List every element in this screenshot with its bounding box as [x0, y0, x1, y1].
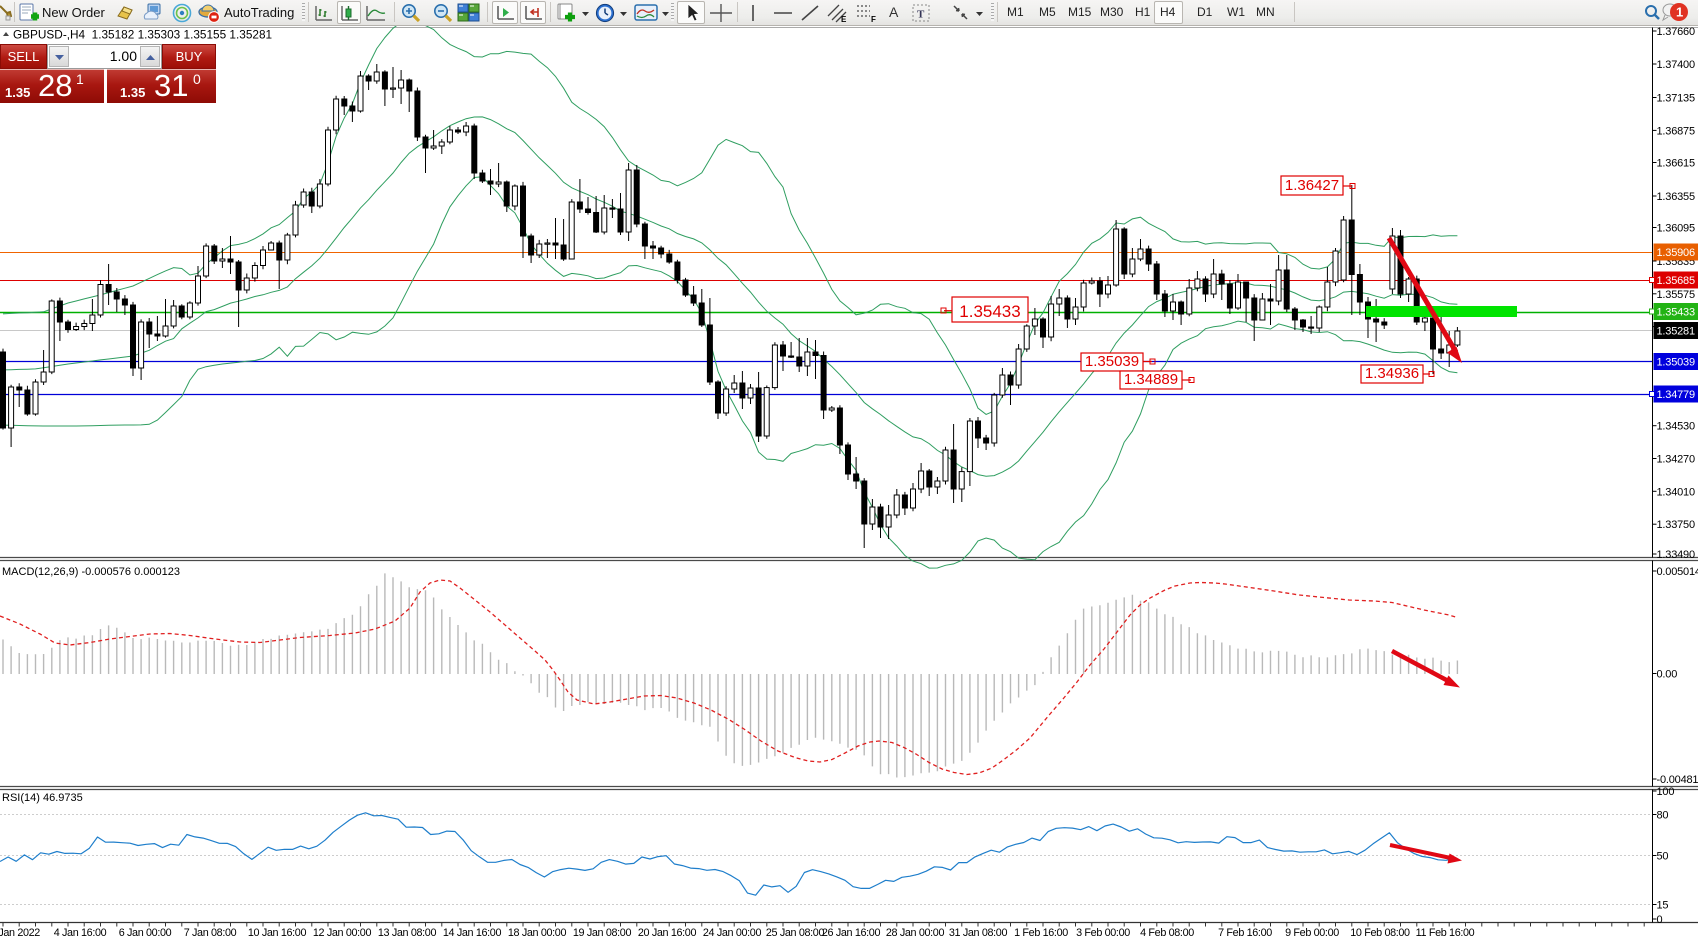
svg-text:1.36095: 1.36095 [1657, 223, 1695, 235]
svg-text:26 Jan 16:00: 26 Jan 16:00 [822, 927, 881, 939]
svg-text:28 Jan 00:00: 28 Jan 00:00 [886, 927, 945, 939]
svg-text:6 Jan 00:00: 6 Jan 00:00 [119, 927, 172, 939]
svg-text:12 Jan 00:00: 12 Jan 00:00 [313, 927, 372, 939]
svg-text:4 Jan 16:00: 4 Jan 16:00 [54, 927, 107, 939]
svg-text:1.34270: 1.34270 [1657, 454, 1695, 466]
svg-text:1.35281: 1.35281 [1657, 326, 1695, 338]
svg-text:1.37660: 1.37660 [1657, 26, 1695, 38]
svg-text:1: 1 [1676, 5, 1683, 20]
svg-text:1.34936: 1.34936 [1365, 365, 1419, 382]
svg-text:1.35433: 1.35433 [1657, 307, 1695, 319]
svg-text:10 Jan 16:00: 10 Jan 16:00 [248, 927, 307, 939]
svg-text:20 Jan 16:00: 20 Jan 16:00 [638, 927, 697, 939]
svg-text:7 Feb 16:00: 7 Feb 16:00 [1218, 927, 1272, 939]
svg-text:9 Feb 00:00: 9 Feb 00:00 [1285, 927, 1339, 939]
svg-text:24 Jan 00:00: 24 Jan 00:00 [703, 927, 762, 939]
svg-text:1.35575: 1.35575 [1657, 289, 1695, 301]
svg-text:19 Jan 08:00: 19 Jan 08:00 [573, 927, 632, 939]
svg-text:1.34779: 1.34779 [1657, 389, 1695, 401]
svg-text:1.35906: 1.35906 [1657, 247, 1695, 259]
svg-text:1.36615: 1.36615 [1657, 158, 1695, 170]
svg-text:80: 80 [1657, 810, 1669, 822]
svg-text:1.36427: 1.36427 [1285, 177, 1339, 194]
svg-text:MACD(12,26,9) -0.000576 0.0001: MACD(12,26,9) -0.000576 0.000123 [2, 566, 180, 578]
svg-text:11 Feb 16:00: 11 Feb 16:00 [1416, 927, 1475, 939]
svg-text:1.37400: 1.37400 [1657, 59, 1695, 71]
svg-text:31 Jan 08:00: 31 Jan 08:00 [949, 927, 1008, 939]
svg-text:10 Feb 08:00: 10 Feb 08:00 [1350, 927, 1410, 939]
svg-text:RSI(14) 46.9735: RSI(14) 46.9735 [2, 792, 83, 804]
svg-text:1.33750: 1.33750 [1657, 519, 1695, 531]
svg-text:0.005014: 0.005014 [1657, 566, 1698, 578]
svg-text:18 Jan 00:00: 18 Jan 00:00 [508, 927, 567, 939]
svg-text:1 Feb 16:00: 1 Feb 16:00 [1014, 927, 1068, 939]
svg-text:25 Jan 08:00: 25 Jan 08:00 [766, 927, 825, 939]
svg-text:1.35433: 1.35433 [959, 302, 1020, 321]
svg-text:1.33490: 1.33490 [1657, 549, 1695, 561]
svg-text:50: 50 [1657, 851, 1669, 863]
svg-text:0: 0 [1657, 914, 1663, 926]
svg-text:F: F [871, 15, 876, 23]
svg-text:E: E [841, 15, 847, 23]
svg-text:0.00: 0.00 [1657, 669, 1678, 681]
svg-text:T: T [917, 9, 925, 21]
svg-text:14 Jan 16:00: 14 Jan 16:00 [443, 927, 502, 939]
svg-text:1.34010: 1.34010 [1657, 486, 1695, 498]
svg-text:15: 15 [1657, 900, 1669, 912]
svg-text:1.35039: 1.35039 [1085, 353, 1139, 370]
svg-text:1.35685: 1.35685 [1657, 275, 1695, 287]
svg-text:100: 100 [1657, 786, 1675, 798]
svg-text:1.34889: 1.34889 [1124, 371, 1178, 388]
svg-text:1.36875: 1.36875 [1657, 125, 1695, 137]
svg-text:1.34530: 1.34530 [1657, 421, 1695, 433]
svg-text:3 Feb 00:00: 3 Feb 00:00 [1076, 927, 1130, 939]
svg-text:GBPUSD-,H4 1.35182 1.35303 1.: GBPUSD-,H4 1.35182 1.35303 1.35155 1.352… [13, 28, 272, 42]
svg-text:7 Jan 08:00: 7 Jan 08:00 [184, 927, 237, 939]
svg-text:1.36355: 1.36355 [1657, 191, 1695, 203]
svg-text:13 Jan 08:00: 13 Jan 08:00 [378, 927, 437, 939]
svg-text:-0.004812: -0.004812 [1657, 774, 1698, 786]
svg-text:4 Feb 08:00: 4 Feb 08:00 [1140, 927, 1194, 939]
svg-text:3 Jan 2022: 3 Jan 2022 [0, 927, 40, 939]
svg-text:1.35039: 1.35039 [1657, 357, 1695, 369]
svg-text:1.37135: 1.37135 [1657, 93, 1695, 105]
